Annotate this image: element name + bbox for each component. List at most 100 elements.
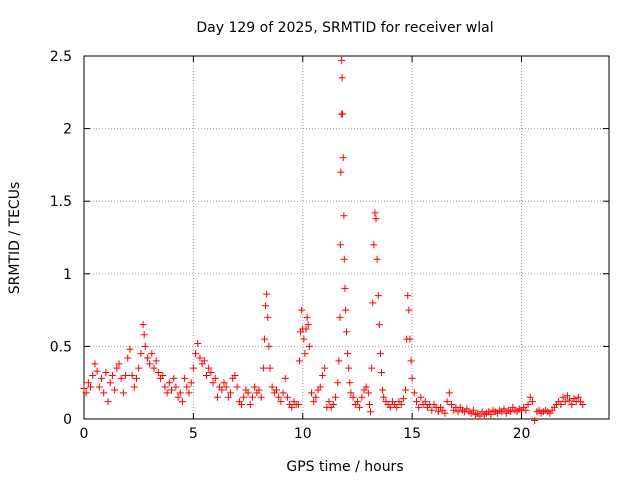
y-tick-labels: 0 0.5 1 1.5 2 2.5 (50, 49, 72, 428)
data-point (98, 374, 105, 382)
data-point (263, 290, 271, 298)
data-point (262, 302, 270, 310)
data-point (185, 389, 193, 397)
data-point (233, 383, 241, 391)
data-point (205, 364, 213, 372)
axis-ticks (83, 55, 609, 420)
data-point (349, 393, 357, 401)
y-tick-label: 2.5 (50, 49, 72, 65)
data-point (104, 398, 112, 406)
data-point (487, 411, 495, 419)
data-point (335, 357, 343, 365)
data-point (102, 369, 110, 377)
data-point (336, 313, 344, 321)
data-point (346, 379, 354, 387)
data-point (196, 354, 204, 362)
data-point (246, 400, 254, 408)
data-point (265, 342, 273, 350)
data-point (93, 367, 101, 375)
data-point (404, 292, 412, 300)
data-point (376, 350, 384, 358)
data-point (441, 409, 449, 417)
data-point (183, 383, 191, 391)
data-point (301, 350, 309, 358)
data-point (340, 212, 348, 220)
data-point (80, 385, 88, 393)
data-point (135, 364, 143, 372)
data-point (133, 374, 140, 382)
data-point (370, 241, 378, 249)
data-point (421, 398, 429, 406)
data-point (213, 393, 221, 401)
data-point (89, 371, 97, 379)
data-point (454, 408, 462, 416)
data-point (163, 389, 171, 397)
x-axis-label: GPS time / hours (286, 459, 403, 475)
data-point (428, 406, 436, 414)
x-tick-label: 5 (189, 426, 198, 442)
data-point (374, 292, 382, 300)
data-point (358, 393, 366, 401)
data-point (378, 369, 385, 377)
y-tick-label: 1 (63, 267, 72, 283)
data-point (373, 255, 381, 263)
data-point (244, 389, 252, 397)
y-tick-label: 2 (63, 122, 72, 138)
data-point (339, 154, 347, 162)
data-point (579, 400, 587, 408)
data-point (122, 371, 130, 379)
data-point (148, 350, 156, 358)
y-tick-label: 0.5 (50, 339, 72, 355)
data-point (379, 386, 387, 394)
data-point (531, 416, 539, 424)
data-series (80, 56, 587, 424)
data-point (207, 369, 215, 377)
data-point (434, 408, 442, 416)
data-point (238, 400, 245, 408)
chart-title: Day 129 of 2025, SRMTID for receiver wla… (196, 20, 493, 36)
data-point (356, 403, 364, 411)
data-point (339, 110, 347, 118)
data-point (343, 328, 350, 336)
data-point (168, 386, 175, 394)
data-point (294, 400, 302, 408)
data-point (143, 354, 151, 362)
data-point (561, 398, 569, 406)
data-point (106, 379, 114, 387)
data-point (266, 364, 274, 372)
data-point (259, 364, 267, 372)
data-point (124, 354, 132, 362)
data-point (277, 398, 285, 406)
data-point (500, 405, 508, 413)
y-tick-label: 1.5 (50, 194, 72, 210)
data-point (283, 393, 291, 401)
data-point (281, 374, 289, 382)
data-point (288, 403, 296, 411)
data-point (365, 400, 373, 408)
data-point (566, 396, 574, 404)
data-point (111, 386, 119, 394)
data-point (222, 383, 230, 391)
data-point (304, 321, 312, 329)
data-point (507, 408, 515, 416)
data-point (380, 393, 388, 401)
data-point (298, 306, 306, 314)
data-point (568, 400, 576, 408)
data-point (399, 395, 407, 403)
y-axis-label: SRMTID / TECUs (7, 182, 23, 295)
data-point (344, 350, 352, 358)
data-point (152, 357, 160, 365)
data-point (371, 209, 379, 217)
data-point (84, 379, 92, 387)
data-point (406, 335, 414, 343)
x-tick-label: 15 (403, 426, 421, 442)
data-point (194, 339, 202, 347)
data-point (325, 398, 333, 406)
data-point (408, 374, 416, 382)
data-point (192, 350, 200, 358)
data-point (393, 403, 401, 411)
data-point (375, 321, 383, 329)
data-point (172, 383, 180, 391)
data-point (170, 374, 178, 382)
data-point (130, 383, 138, 391)
